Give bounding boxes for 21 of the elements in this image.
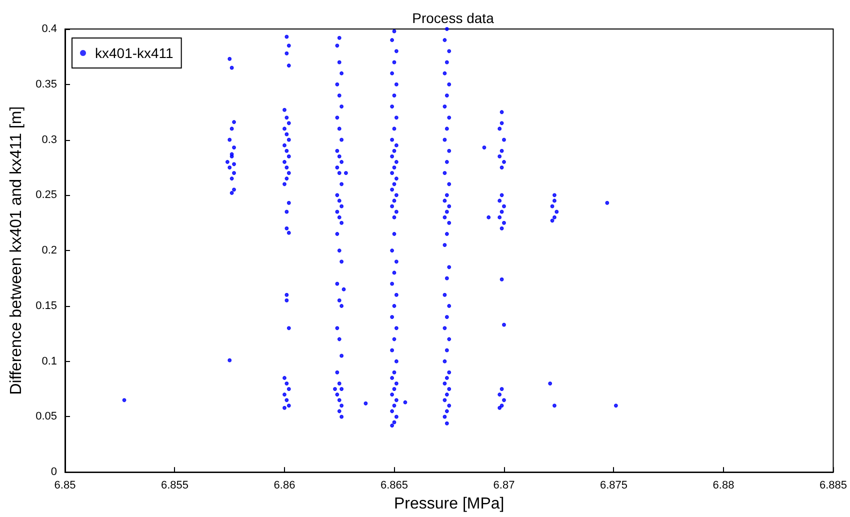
chart-title: Process data [412, 10, 494, 26]
y-tick-label: 0.05 [36, 410, 57, 423]
x-tick-label: 6.865 [380, 480, 408, 492]
y-tick-label: 0.1 [42, 355, 57, 368]
x-axis-title: Pressure [MPa] [394, 496, 504, 512]
y-tick-label: 0.25 [36, 189, 57, 202]
x-tick-label: 6.855 [160, 480, 189, 492]
y-tick-label: 0.15 [36, 300, 57, 312]
y-tick-label: 0.4 [42, 23, 57, 35]
y-tick-label: 0 [50, 466, 57, 478]
y-tick-label: 0.3 [42, 134, 57, 146]
x-tick-label: 6.88 [712, 480, 734, 492]
x-tick-label: 6.85 [54, 480, 76, 492]
x-tick-label: 6.885 [819, 480, 847, 492]
x-tick-label: 6.87 [493, 480, 515, 492]
x-tick-label: 6.875 [600, 480, 628, 492]
legend-label: kx401-kx411 [95, 45, 174, 61]
y-axis-title: Difference between kx401 and kx411 [m] [8, 106, 26, 395]
x-tick-label: 6.86 [274, 480, 296, 492]
y-tick-label: 0.35 [36, 78, 57, 90]
y-tick-label: 0.2 [42, 244, 57, 257]
